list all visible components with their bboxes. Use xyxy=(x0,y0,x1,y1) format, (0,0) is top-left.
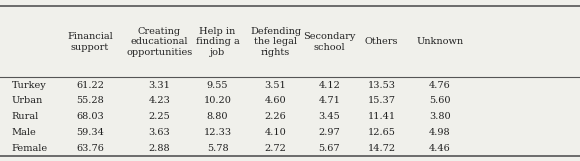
Text: 68.03: 68.03 xyxy=(76,112,104,121)
Text: 8.80: 8.80 xyxy=(206,112,229,121)
Text: 3.45: 3.45 xyxy=(318,112,340,121)
Text: Creating
educational
opportunities: Creating educational opportunities xyxy=(126,27,193,57)
Text: Female: Female xyxy=(12,144,48,153)
Text: Financial
support: Financial support xyxy=(67,32,113,52)
Text: 63.76: 63.76 xyxy=(76,144,104,153)
Text: 4.23: 4.23 xyxy=(148,96,171,105)
Text: 13.53: 13.53 xyxy=(368,81,396,90)
Text: 3.63: 3.63 xyxy=(148,128,171,137)
Text: 55.28: 55.28 xyxy=(76,96,104,105)
Text: Turkey: Turkey xyxy=(12,81,46,90)
Text: 3.51: 3.51 xyxy=(264,81,287,90)
Text: 4.46: 4.46 xyxy=(429,144,451,153)
Text: 4.10: 4.10 xyxy=(264,128,287,137)
Text: Others: Others xyxy=(365,37,398,46)
Text: Defending
the legal
rights: Defending the legal rights xyxy=(250,27,301,57)
Text: 5.78: 5.78 xyxy=(206,144,229,153)
Text: 2.97: 2.97 xyxy=(318,128,340,137)
Text: 11.41: 11.41 xyxy=(368,112,396,121)
Text: Help in
finding a
job: Help in finding a job xyxy=(195,27,240,57)
Text: 2.72: 2.72 xyxy=(264,144,287,153)
Text: Rural: Rural xyxy=(12,112,39,121)
Text: 3.31: 3.31 xyxy=(148,81,171,90)
Text: 4.98: 4.98 xyxy=(429,128,451,137)
Text: 4.12: 4.12 xyxy=(318,81,340,90)
Text: Unknown: Unknown xyxy=(416,37,463,46)
Text: 9.55: 9.55 xyxy=(206,81,229,90)
Text: 3.80: 3.80 xyxy=(429,112,451,121)
Text: 2.25: 2.25 xyxy=(148,112,171,121)
Text: 10.20: 10.20 xyxy=(204,96,231,105)
Text: 5.67: 5.67 xyxy=(318,144,340,153)
Text: 4.60: 4.60 xyxy=(264,96,287,105)
Text: 12.33: 12.33 xyxy=(204,128,231,137)
Text: Male: Male xyxy=(12,128,37,137)
Text: 2.88: 2.88 xyxy=(148,144,171,153)
Text: 4.76: 4.76 xyxy=(429,81,451,90)
Text: Secondary
school: Secondary school xyxy=(303,32,356,52)
Text: 61.22: 61.22 xyxy=(76,81,104,90)
Text: 12.65: 12.65 xyxy=(368,128,396,137)
Text: 59.34: 59.34 xyxy=(76,128,104,137)
Text: 15.37: 15.37 xyxy=(368,96,396,105)
Text: Urban: Urban xyxy=(12,96,43,105)
Text: 14.72: 14.72 xyxy=(368,144,396,153)
Text: 4.71: 4.71 xyxy=(318,96,340,105)
Text: 2.26: 2.26 xyxy=(264,112,287,121)
Text: 5.60: 5.60 xyxy=(429,96,451,105)
